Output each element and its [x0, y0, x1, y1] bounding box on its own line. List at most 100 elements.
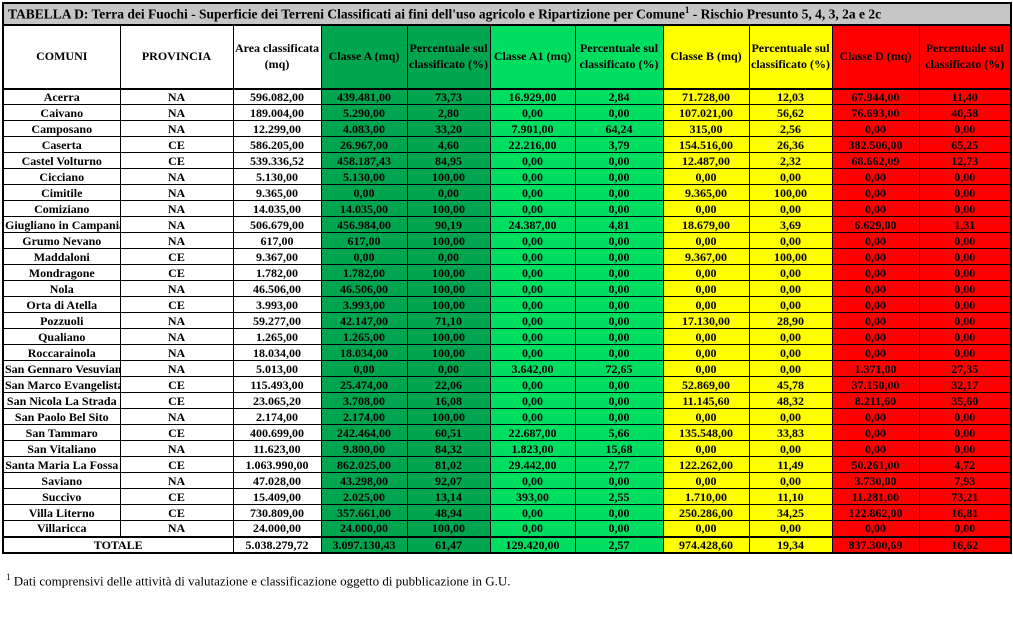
cell-area: 59.277,00: [232, 312, 322, 329]
cell-comune: Acerra: [2, 88, 121, 105]
cell-perc_a1: 0,00: [574, 472, 664, 489]
cell-perc_a: 84,32: [406, 440, 491, 457]
table-row: Pozzuoli NA 59.277,00 42.147,00 71,10 0,00 0,0…: [2, 312, 1012, 329]
cell-perc_b: 12,03: [748, 88, 833, 105]
table-row: Mondragone CE 1.782,00 1.782,00 100,00 0,00 0,…: [2, 264, 1012, 281]
cell-classe_d: 6.629,00: [831, 216, 920, 233]
column-header-comune: COMUNI: [2, 24, 121, 90]
cell-provincia: CE: [119, 152, 234, 169]
cell-area: 1.063.990,00: [232, 456, 322, 473]
cell-perc_a1: 0,00: [574, 104, 664, 121]
table-title: TABELLA D: Terra dei Fuochi - Superficie…: [2, 2, 1012, 26]
cell-perc_d: 0,00: [918, 248, 1012, 265]
cell-perc_b: 0,00: [748, 232, 833, 249]
cell-provincia: NA: [119, 312, 234, 329]
cell-area: 24.000,00: [232, 520, 322, 537]
cell-perc_b: 34,25: [748, 504, 833, 521]
column-header-provincia: PROVINCIA: [119, 24, 234, 90]
cell-perc_b: 2,56: [748, 120, 833, 137]
cell-perc_a1: 0,00: [574, 344, 664, 361]
cell-perc_b: 0,00: [748, 360, 833, 377]
cell-classe_b: 0,00: [662, 360, 750, 377]
cell-perc_d: 65,25: [918, 136, 1012, 153]
cell-area: 1.782,00: [232, 264, 322, 281]
cell-perc_b: 0,00: [748, 280, 833, 297]
cell-classe_a: 0,00: [320, 360, 408, 377]
cell-provincia: NA: [119, 344, 234, 361]
cell-comune: Villaricca: [2, 520, 121, 537]
table-row: Camposano NA 12.299,00 4.083,00 33,20 7.901,0…: [2, 120, 1012, 137]
table-row: Nola NA 46.506,00 46.506,00 100,00 0,00 0,00 0,…: [2, 280, 1012, 297]
table-title-text: TABELLA D: Terra dei Fuochi - Superficie…: [8, 6, 685, 22]
cell-area: 539.336,52: [232, 152, 322, 169]
cell-perc_d: 27,35: [918, 360, 1012, 377]
cell-classe_d: 3.730,00: [831, 472, 920, 489]
total-perc_a1: 2,57: [574, 535, 664, 554]
cell-classe_a: 5.130,00: [320, 168, 408, 185]
cell-area: 18.034,00: [232, 344, 322, 361]
cell-perc_a: 0,00: [406, 360, 491, 377]
cell-perc_a1: 64,24: [574, 120, 664, 137]
cell-perc_d: 0,00: [918, 200, 1012, 217]
cell-classe_b: 0,00: [662, 440, 750, 457]
cell-perc_d: 0,00: [918, 296, 1012, 313]
cell-comune: San Tammaro: [2, 424, 121, 441]
cell-perc_a1: 0,00: [574, 312, 664, 329]
cell-provincia: NA: [119, 88, 234, 105]
table-row: Cimitile NA 9.365,00 0,00 0,00 0,00 0,00 9.365,…: [2, 184, 1012, 201]
cell-perc_d: 0,00: [918, 232, 1012, 249]
cell-perc_a: 100,00: [406, 520, 491, 537]
cell-perc_b: 100,00: [748, 184, 833, 201]
cell-perc_b: 3,69: [748, 216, 833, 233]
cell-area: 617,00: [232, 232, 322, 249]
cell-comune: San Paolo Bel Sito: [2, 408, 121, 425]
cell-area: 5.130,00: [232, 168, 322, 185]
cell-perc_a1: 0,00: [574, 328, 664, 345]
cell-perc_a: 16,08: [406, 392, 491, 409]
cell-perc_d: 0,00: [918, 184, 1012, 201]
cell-perc_b: 0,00: [748, 408, 833, 425]
cell-comune: Mondragone: [2, 264, 121, 281]
cell-area: 596.082,00: [232, 88, 322, 105]
cell-provincia: NA: [119, 440, 234, 457]
table-row: San Paolo Bel Sito NA 2.174,00 2.174,00 100,…: [2, 408, 1012, 425]
cell-perc_b: 26,36: [748, 136, 833, 153]
cell-provincia: NA: [119, 232, 234, 249]
table-row: Grumo Nevano NA 617,00 617,00 100,00 0,00 0,00…: [2, 232, 1012, 249]
cell-classe_a1: 22.687,00: [489, 424, 576, 441]
cell-classe_b: 0,00: [662, 280, 750, 297]
cell-perc_d: 73,21: [918, 488, 1012, 505]
cell-perc_a: 71,10: [406, 312, 491, 329]
cell-perc_a1: 3,79: [574, 136, 664, 153]
cell-perc_a: 2,80: [406, 104, 491, 121]
cell-perc_d: 4,72: [918, 456, 1012, 473]
cell-comune: Qualiano: [2, 328, 121, 345]
table-row: Comiziano NA 14.035,00 14.035,00 100,00 0,00 0…: [2, 200, 1012, 217]
cell-classe_d: 122.862,00: [831, 504, 920, 521]
column-header-classe_a: Classe A (mq): [320, 24, 408, 90]
cell-classe_d: 50.261,00: [831, 456, 920, 473]
cell-comune: Roccarainola: [2, 344, 121, 361]
cell-provincia: CE: [119, 376, 234, 393]
cell-comune: San Nicola La Strada: [2, 392, 121, 409]
cell-perc_b: 28,90: [748, 312, 833, 329]
cell-comune: Cicciano: [2, 168, 121, 185]
cell-comune: Caivano: [2, 104, 121, 121]
cell-perc_a1: 5,66: [574, 424, 664, 441]
total-perc_b: 19,34: [748, 535, 833, 554]
cell-provincia: NA: [119, 200, 234, 217]
table-row: Cicciano NA 5.130,00 5.130,00 100,00 0,00 0,00…: [2, 168, 1012, 185]
cell-classe_a: 1.265,00: [320, 328, 408, 345]
column-header-perc_a1: Percentuale sul classificato (%): [574, 24, 664, 90]
cell-classe_b: 0,00: [662, 328, 750, 345]
cell-perc_d: 0,00: [918, 168, 1012, 185]
table-row: Caivano NA 189.004,00 5.290,00 2,80 0,00 0,00 1…: [2, 104, 1012, 121]
cell-perc_a: 100,00: [406, 232, 491, 249]
column-header-classe_a1: Classe A1 (mq): [489, 24, 576, 90]
cell-classe_b: 0,00: [662, 344, 750, 361]
cell-perc_d: 12,73: [918, 152, 1012, 169]
cell-classe_a1: 29.442,00: [489, 456, 576, 473]
table-row: San Nicola La Strada CE 23.065,20 3.708,00 1…: [2, 392, 1012, 409]
cell-perc_d: 11,40: [918, 88, 1012, 105]
cell-perc_a1: 0,00: [574, 200, 664, 217]
